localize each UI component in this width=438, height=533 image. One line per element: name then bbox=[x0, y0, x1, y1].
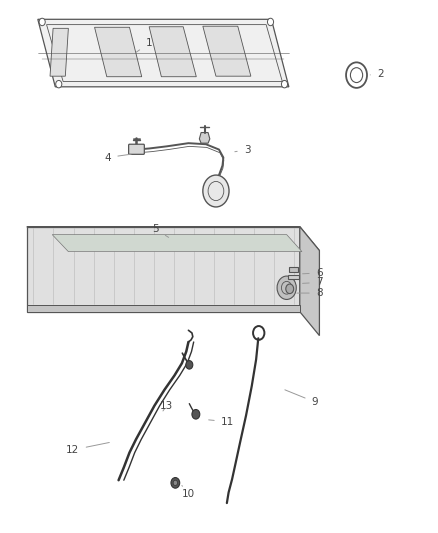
Circle shape bbox=[268, 18, 274, 26]
Circle shape bbox=[277, 276, 296, 300]
Text: 6: 6 bbox=[303, 268, 323, 278]
Text: 8: 8 bbox=[297, 288, 323, 298]
Circle shape bbox=[282, 80, 288, 88]
Polygon shape bbox=[203, 26, 251, 76]
Text: 12: 12 bbox=[66, 442, 110, 455]
Polygon shape bbox=[199, 133, 210, 143]
Text: 10: 10 bbox=[182, 486, 195, 499]
Circle shape bbox=[203, 175, 229, 207]
Circle shape bbox=[286, 284, 293, 294]
Polygon shape bbox=[149, 27, 196, 77]
Circle shape bbox=[171, 478, 180, 488]
Text: 13: 13 bbox=[160, 401, 173, 411]
Circle shape bbox=[173, 480, 177, 486]
Text: 7: 7 bbox=[303, 278, 323, 287]
Text: 5: 5 bbox=[152, 224, 169, 237]
Text: 3: 3 bbox=[235, 144, 251, 155]
FancyBboxPatch shape bbox=[129, 144, 145, 155]
Circle shape bbox=[192, 409, 200, 419]
Text: 4: 4 bbox=[104, 152, 131, 163]
Text: 1: 1 bbox=[136, 38, 152, 52]
Polygon shape bbox=[27, 227, 319, 251]
Text: 11: 11 bbox=[208, 417, 234, 427]
Polygon shape bbox=[42, 230, 311, 252]
Bar bbox=[288, 275, 299, 279]
Polygon shape bbox=[52, 235, 302, 252]
Polygon shape bbox=[95, 27, 142, 77]
Bar bbox=[289, 266, 298, 272]
Polygon shape bbox=[50, 28, 68, 76]
Polygon shape bbox=[38, 19, 289, 87]
Text: 2: 2 bbox=[370, 69, 384, 79]
Polygon shape bbox=[27, 227, 300, 312]
Text: 9: 9 bbox=[285, 390, 318, 407]
Polygon shape bbox=[300, 227, 319, 336]
Polygon shape bbox=[27, 305, 300, 312]
Circle shape bbox=[56, 80, 62, 88]
Circle shape bbox=[39, 18, 45, 26]
Circle shape bbox=[186, 361, 193, 369]
